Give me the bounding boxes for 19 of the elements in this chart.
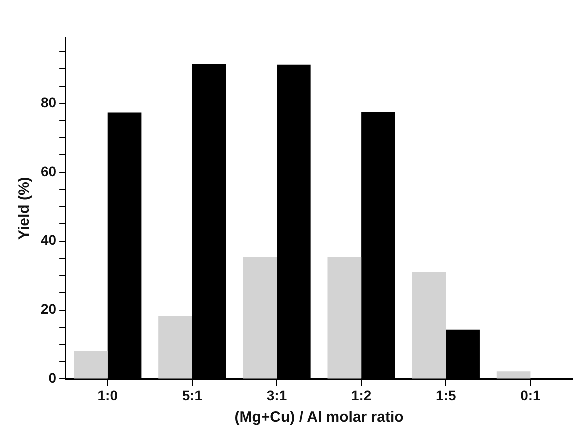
bar bbox=[158, 316, 192, 379]
bar bbox=[74, 351, 108, 379]
y-axis-title: Yield (%) bbox=[16, 177, 34, 240]
y-tick-label: 60 bbox=[40, 163, 57, 180]
y-tick-label: 40 bbox=[40, 232, 57, 248]
y-tick-label: 80 bbox=[40, 94, 57, 110]
bar bbox=[412, 272, 446, 379]
x-tick-label: 1:2 bbox=[351, 387, 372, 404]
x-tick-label: 1:5 bbox=[436, 387, 456, 404]
x-tick-label: 5:1 bbox=[182, 387, 203, 404]
x-axis-title: (Mg+Cu) / Al molar ratio bbox=[234, 409, 404, 426]
y-tick-label: 20 bbox=[40, 301, 57, 318]
x-tick-label: 1:0 bbox=[98, 387, 118, 404]
x-tick-label: 0:1 bbox=[520, 387, 542, 404]
y-tick-label: 0 bbox=[48, 370, 57, 386]
bar bbox=[328, 257, 362, 379]
bar bbox=[496, 372, 531, 379]
bar bbox=[243, 257, 277, 379]
x-tick-label: 3:1 bbox=[266, 387, 288, 404]
